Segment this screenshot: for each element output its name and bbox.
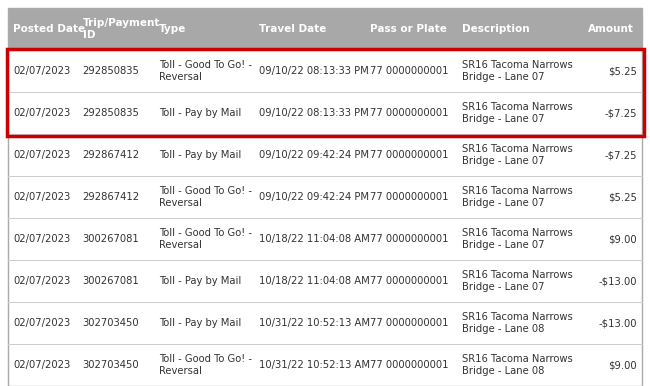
Text: Pass or Plate: Pass or Plate	[370, 24, 447, 34]
Text: $9.00: $9.00	[608, 360, 637, 370]
Text: Toll - Good To Go! -
Reversal: Toll - Good To Go! - Reversal	[159, 186, 252, 208]
Text: SR16 Tacoma Narrows
Bridge - Lane 08: SR16 Tacoma Narrows Bridge - Lane 08	[462, 312, 573, 334]
Text: Toll - Pay by Mail: Toll - Pay by Mail	[159, 150, 241, 160]
Bar	[8, 176, 642, 218]
Text: $9.00: $9.00	[608, 234, 637, 244]
Text: 09/10/22 08:13:33 PM: 09/10/22 08:13:33 PM	[259, 66, 369, 76]
Text: 09/10/22 08:13:33 PM: 09/10/22 08:13:33 PM	[259, 108, 369, 118]
Text: Posted Date: Posted Date	[13, 24, 85, 34]
Text: SR16 Tacoma Narrows
Bridge - Lane 08: SR16 Tacoma Narrows Bridge - Lane 08	[462, 354, 573, 376]
Text: SR16 Tacoma Narrows
Bridge - Lane 07: SR16 Tacoma Narrows Bridge - Lane 07	[462, 186, 573, 208]
Bar	[8, 8, 642, 50]
Text: SR16 Tacoma Narrows
Bridge - Lane 07: SR16 Tacoma Narrows Bridge - Lane 07	[462, 60, 573, 82]
Text: 02/07/2023: 02/07/2023	[13, 150, 70, 160]
Text: 300267081: 300267081	[83, 234, 140, 244]
Text: SR16 Tacoma Narrows
Bridge - Lane 07: SR16 Tacoma Narrows Bridge - Lane 07	[462, 270, 573, 292]
Text: 300267081: 300267081	[83, 276, 140, 286]
Text: 09/10/22 09:42:24 PM: 09/10/22 09:42:24 PM	[259, 150, 369, 160]
Text: -$13.00: -$13.00	[599, 276, 637, 286]
Text: Toll - Pay by Mail: Toll - Pay by Mail	[159, 108, 241, 118]
Bar	[8, 260, 642, 302]
Text: Toll - Good To Go! -
Reversal: Toll - Good To Go! - Reversal	[159, 354, 252, 376]
Text: 77 0000000001: 77 0000000001	[370, 234, 448, 244]
Text: Description: Description	[462, 24, 529, 34]
Text: 02/07/2023: 02/07/2023	[13, 66, 70, 76]
Text: Toll - Good To Go! -
Reversal: Toll - Good To Go! - Reversal	[159, 60, 252, 82]
Text: Toll - Pay by Mail: Toll - Pay by Mail	[159, 318, 241, 328]
Bar	[8, 92, 642, 134]
Text: 302703450: 302703450	[83, 360, 139, 370]
Bar	[8, 218, 642, 260]
Text: SR16 Tacoma Narrows
Bridge - Lane 07: SR16 Tacoma Narrows Bridge - Lane 07	[462, 102, 573, 124]
Text: 10/31/22 10:52:13 AM: 10/31/22 10:52:13 AM	[259, 360, 370, 370]
Text: 77 0000000001: 77 0000000001	[370, 318, 448, 328]
Text: 77 0000000001: 77 0000000001	[370, 108, 448, 118]
Text: 02/07/2023: 02/07/2023	[13, 234, 70, 244]
Text: Toll - Good To Go! -
Reversal: Toll - Good To Go! - Reversal	[159, 228, 252, 250]
Text: 292867412: 292867412	[83, 192, 140, 202]
Text: 77 0000000001: 77 0000000001	[370, 150, 448, 160]
Bar	[6, 49, 644, 135]
Text: SR16 Tacoma Narrows
Bridge - Lane 07: SR16 Tacoma Narrows Bridge - Lane 07	[462, 144, 573, 166]
Text: Trip/Payment
ID: Trip/Payment ID	[83, 18, 160, 40]
Text: 292850835: 292850835	[83, 66, 140, 76]
Text: 77 0000000001: 77 0000000001	[370, 276, 448, 286]
Text: SR16 Tacoma Narrows
Bridge - Lane 07: SR16 Tacoma Narrows Bridge - Lane 07	[462, 228, 573, 250]
Text: 10/18/22 11:04:08 AM: 10/18/22 11:04:08 AM	[259, 276, 370, 286]
Text: Toll - Pay by Mail: Toll - Pay by Mail	[159, 276, 241, 286]
Text: 02/07/2023: 02/07/2023	[13, 360, 70, 370]
Bar	[8, 344, 642, 386]
Text: 77 0000000001: 77 0000000001	[370, 360, 448, 370]
Text: 77 0000000001: 77 0000000001	[370, 192, 448, 202]
Bar	[8, 302, 642, 344]
Text: 292867412: 292867412	[83, 150, 140, 160]
Text: $5.25: $5.25	[608, 192, 637, 202]
Text: -$7.25: -$7.25	[604, 108, 637, 118]
Text: Travel Date: Travel Date	[259, 24, 327, 34]
Text: 09/10/22 09:42:24 PM: 09/10/22 09:42:24 PM	[259, 192, 369, 202]
Text: 292850835: 292850835	[83, 108, 140, 118]
Bar	[8, 134, 642, 176]
Text: 02/07/2023: 02/07/2023	[13, 318, 70, 328]
Text: 02/07/2023: 02/07/2023	[13, 276, 70, 286]
Text: 10/18/22 11:04:08 AM: 10/18/22 11:04:08 AM	[259, 234, 370, 244]
Text: 10/31/22 10:52:13 AM: 10/31/22 10:52:13 AM	[259, 318, 370, 328]
Text: Type: Type	[159, 24, 187, 34]
Text: Amount: Amount	[588, 24, 633, 34]
Text: 02/07/2023: 02/07/2023	[13, 108, 70, 118]
Text: 302703450: 302703450	[83, 318, 139, 328]
Text: $5.25: $5.25	[608, 66, 637, 76]
Text: 02/07/2023: 02/07/2023	[13, 192, 70, 202]
Bar	[8, 50, 642, 92]
Text: 77 0000000001: 77 0000000001	[370, 66, 448, 76]
Text: -$7.25: -$7.25	[604, 150, 637, 160]
Text: -$13.00: -$13.00	[599, 318, 637, 328]
